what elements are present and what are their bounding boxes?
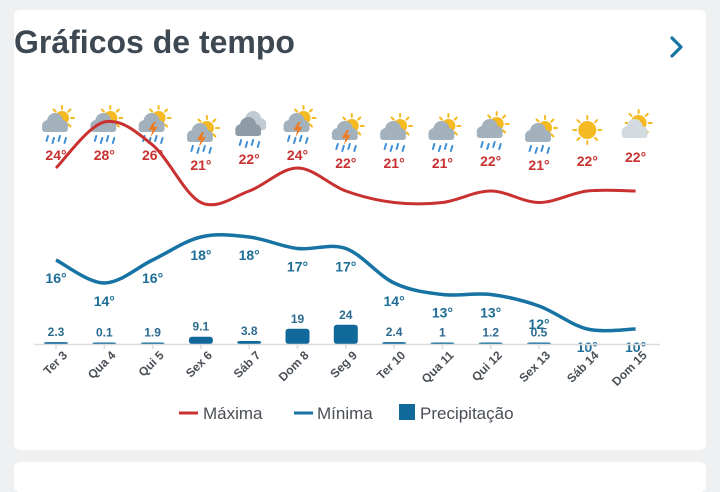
precip-label: 24 <box>339 308 353 322</box>
day-label: Sex 6 <box>183 348 215 380</box>
min-temp-label: 12° <box>528 316 549 332</box>
precip-label: 9.1 <box>193 320 210 334</box>
sun-icon <box>572 115 603 145</box>
max-temp-label: 22° <box>625 149 646 165</box>
weather-chart: 24° 28° 26°21° 22° 24° 22° 21° 21° 22° 21° 22° 22°1… <box>34 105 660 423</box>
day-label: Qui 12 <box>469 348 505 384</box>
precip-label: 1.9 <box>144 325 161 339</box>
day-label: Qui 5 <box>136 348 167 379</box>
max-temp-label: 24° <box>45 147 66 163</box>
max-temp-label: 24° <box>287 147 308 163</box>
sun-cloud-rain-icon <box>42 105 75 144</box>
precip-bar <box>430 342 455 344</box>
sun-cloud-rain-icon <box>476 111 510 150</box>
min-temp-label: 16° <box>45 270 66 286</box>
max-temp-label: 22° <box>480 153 501 169</box>
min-temp-label: 18° <box>239 247 260 263</box>
chevron-right-icon[interactable] <box>660 30 694 64</box>
precip-bar <box>382 342 407 344</box>
sun-cloud-storm-icon <box>283 105 317 144</box>
precip-bar <box>285 328 310 344</box>
precip-label: 2.4 <box>386 325 403 339</box>
max-temp-label: 21° <box>384 155 405 171</box>
cloud-rain-icon <box>235 111 267 148</box>
min-temp-label: 14° <box>94 293 115 309</box>
sun-cloud-rain-icon <box>90 105 124 144</box>
chart-legend: Máxima Mínima Precipitação <box>179 404 514 423</box>
precip-bar <box>237 340 262 344</box>
page-title: Gráficos de tempo <box>14 24 295 60</box>
precip-label: 1 <box>439 326 446 340</box>
sun-cloud-rain-icon <box>380 113 414 152</box>
max-temp-label: 22° <box>239 151 260 167</box>
precip-bar <box>140 342 165 344</box>
precip-bar <box>44 342 68 344</box>
precip-bar <box>527 342 551 344</box>
min-temp-label: 18° <box>190 247 211 263</box>
precip-label: 0.1 <box>96 326 113 340</box>
legend-precip-label: Precipitação <box>420 404 514 423</box>
sun-cloud-rain-icon <box>428 113 462 152</box>
day-label: Dom 8 <box>276 348 312 384</box>
max-temp-label: 22° <box>335 155 356 171</box>
legend-min-label: Mínima <box>317 404 373 423</box>
precip-bar <box>188 336 213 344</box>
min-temp-label: 17° <box>287 259 308 275</box>
max-temp-label: 28° <box>94 147 115 163</box>
max-temp-label: 21° <box>190 157 211 173</box>
sun-cloud-storm-icon <box>138 105 172 144</box>
min-temp-label: 16° <box>142 270 163 286</box>
min-temp-line <box>55 233 636 333</box>
day-label: Seg 9 <box>327 348 360 381</box>
min-temp-label: 14° <box>384 293 405 309</box>
precip-label: 19 <box>291 312 305 326</box>
max-temp-line <box>54 119 636 207</box>
day-label: Qua 4 <box>85 348 119 382</box>
sun-cloud-rain-icon <box>525 115 558 154</box>
sun-cloud-icon <box>621 109 653 138</box>
legend-precip-swatch <box>399 404 415 420</box>
sun-cloud-storm-icon <box>331 113 365 152</box>
precip-label: 0.5 <box>531 326 548 340</box>
day-label: Sáb 7 <box>231 348 264 381</box>
sun-cloud-storm-icon <box>186 115 220 154</box>
precip-label: 3.8 <box>241 324 258 338</box>
day-label: Qua 11 <box>419 348 457 386</box>
precip-bar <box>478 342 503 344</box>
min-temp-label: 17° <box>335 259 356 275</box>
day-label: Ter 10 <box>374 348 409 383</box>
max-temp-label: 22° <box>577 153 598 169</box>
weather-charts-card <box>14 10 706 450</box>
precip-bar <box>92 342 117 344</box>
legend-max-label: Máxima <box>203 404 263 423</box>
min-temp-label: 13° <box>432 305 453 321</box>
precip-label: 1.2 <box>482 326 499 340</box>
day-label: Ter 3 <box>41 348 71 378</box>
precip-bar <box>333 324 358 344</box>
max-temp-label: 21° <box>528 157 549 173</box>
min-temp-label: 13° <box>480 305 501 321</box>
max-temp-label: 21° <box>432 155 453 171</box>
precip-label: 2.3 <box>48 325 65 339</box>
day-label: Sex 13 <box>516 348 553 385</box>
